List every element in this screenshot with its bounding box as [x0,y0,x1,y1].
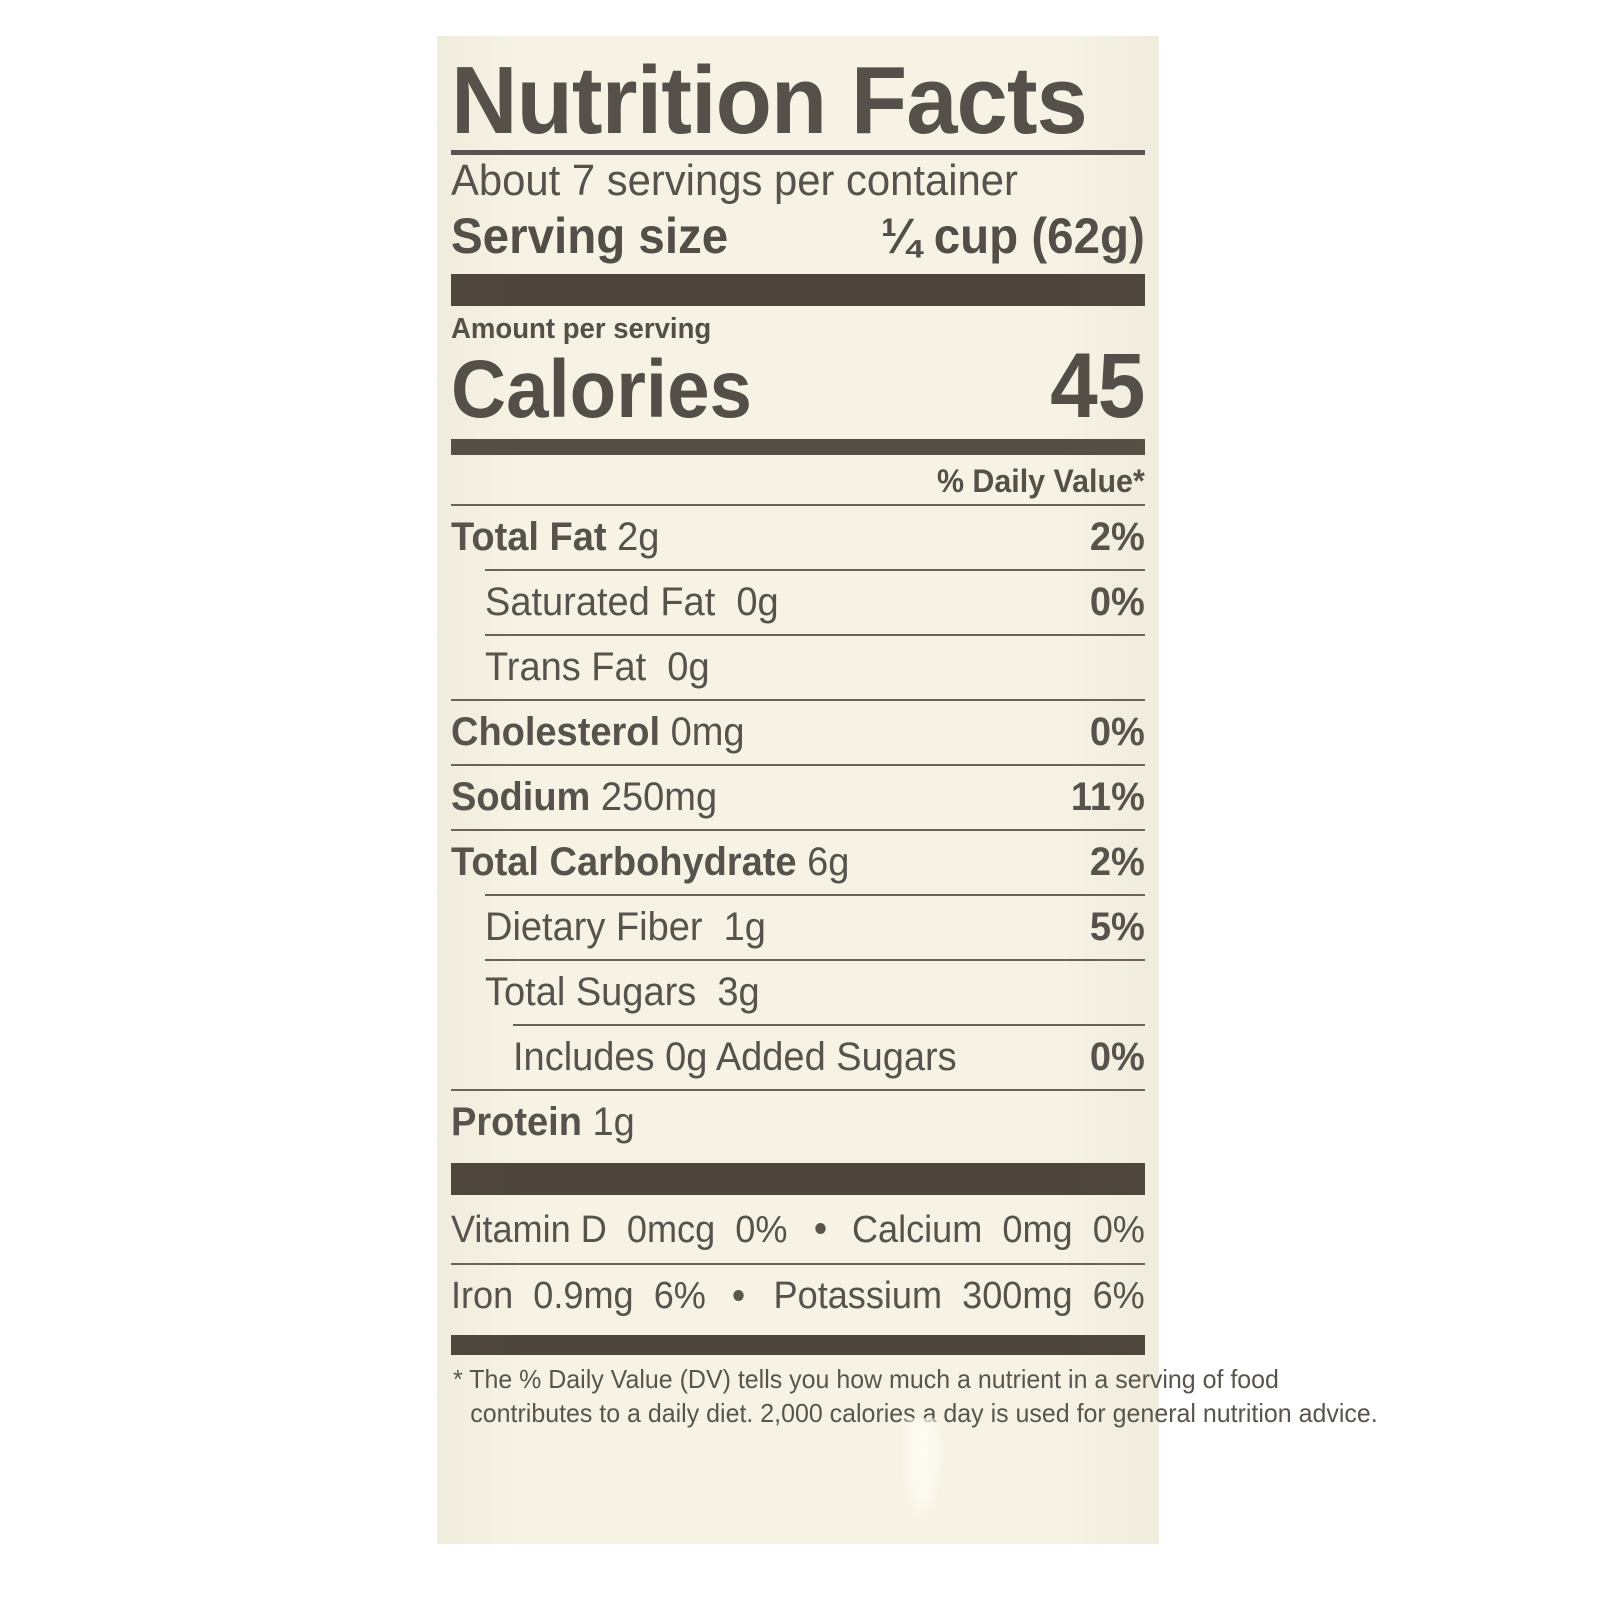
nutrient-dv: 0% [1090,709,1145,754]
nutrient-name: Cholesterol [451,709,661,754]
nutrient-dv: 0% [1090,579,1145,624]
row-divider [451,503,1145,506]
calories-row: Calories 45 [451,340,1145,432]
nutrient-row-sodium: Sodium 250mg 11% [451,766,1145,829]
daily-value-footnote: * The % Daily Value (DV) tells you how m… [451,1363,1378,1431]
nutrient-dv: 11% [1071,774,1145,819]
nutrient-dv: 2% [1090,514,1145,559]
nutrient-row-cholesterol: Cholesterol 0mg 0% [451,701,1145,764]
nutrient-row-total-fat: Total Fat 2g 2% [451,506,1145,569]
nutrient-name: Includes 0g Added Sugars [513,1034,957,1079]
serving-size-value: ¼ cup (62g) [881,207,1145,264]
nutrient-amount: 250mg [600,774,718,819]
nutrient-name: Saturated Fat [485,579,716,624]
servings-per-container: About 7 servings per container [451,155,1018,205]
nutrient-amount: 0g [667,644,710,689]
micronutrient-row-1: Vitamin D 0mcg 0% Calcium 0mg 0% [451,1199,1145,1263]
row-divider [485,893,1145,896]
row-divider [485,568,1145,571]
footnote-line-1: * The % Daily Value (DV) tells you how m… [453,1364,1279,1395]
nutrient-row-saturated-fat: Saturated Fat 0g 0% [451,571,1145,634]
thick-divider-bar-vitamins [451,1162,1145,1195]
micronutrient-iron: Iron 0.9mg 6% [451,1275,706,1318]
micronutrient-potassium: Potassium 300mg 6% [773,1275,1145,1318]
nutrient-amount: 3g [717,969,760,1014]
nutrient-amount: 1g [592,1099,635,1144]
nutrient-row-total-carbohydrate: Total Carbohydrate 6g 2% [451,831,1145,894]
nutrient-dv: 2% [1090,839,1145,884]
nutrient-name: Total Sugars [485,969,697,1014]
serving-size-row: Serving size ¼ cup (62g) [451,207,1145,265]
amount-per-serving-label: Amount per serving [451,312,712,345]
nutrient-name: Dietary Fiber [485,904,703,949]
serving-size-label: Serving size [451,207,729,264]
bullet-separator-icon [724,1272,753,1321]
nutrient-amount: 0mg [670,709,745,754]
calories-divider-bar [451,438,1145,455]
calories-label: Calories [451,343,752,435]
footnote-line-2: contributes to a daily diet. 2,000 calor… [470,1398,1378,1429]
nutrient-row-added-sugars: Includes 0g Added Sugars 0% [451,1026,1145,1089]
micronutrient-vitamin-d: Vitamin D 0mcg 0% [451,1208,788,1251]
nutrient-name: Protein [451,1099,582,1144]
footnote-divider-bar [451,1335,1145,1356]
nutrient-row-dietary-fiber: Dietary Fiber 1g 5% [451,896,1145,959]
nutrient-name: Total Fat [451,514,607,559]
row-divider [451,828,1145,831]
nutrient-amount: 1g [723,904,766,949]
micronutrient-row-2: Iron 0.9mg 6% Potassium 300mg 6% [451,1265,1145,1329]
row-divider [451,698,1145,701]
nutrient-row-protein: Protein 1g [451,1091,1145,1154]
micronutrient-calcium: Calcium 0mg 0% [852,1208,1145,1251]
row-divider [485,633,1145,636]
nutrient-name: Sodium [451,774,591,819]
nutrient-amount: 0g [736,579,779,624]
row-divider [513,1023,1145,1026]
daily-value-header: % Daily Value* [937,462,1145,499]
row-divider [485,958,1145,961]
row-divider [451,1088,1145,1091]
nutrient-name: Trans Fat [485,644,647,689]
nutrient-dv: 0% [1090,1034,1145,1079]
nutrient-dv: 5% [1090,904,1145,949]
bullet-separator-icon [806,1206,835,1255]
title-divider [451,149,1145,155]
nutrient-amount: 2g [617,514,660,559]
nutrition-facts-title: Nutrition Facts [451,47,1088,154]
calories-value: 45 [1049,334,1145,437]
thick-divider-bar-top [451,273,1145,306]
nutrient-row-trans-fat: Trans Fat 0g [451,636,1145,699]
nutrient-row-total-sugars: Total Sugars 3g [451,961,1145,1024]
nutrient-amount: 6g [807,839,850,884]
nutrient-name: Total Carbohydrate [451,839,797,884]
micronutrient-divider [451,1263,1145,1266]
row-divider [451,763,1145,766]
nutrition-facts-panel: Nutrition Facts About 7 servings per con… [437,36,1378,1544]
